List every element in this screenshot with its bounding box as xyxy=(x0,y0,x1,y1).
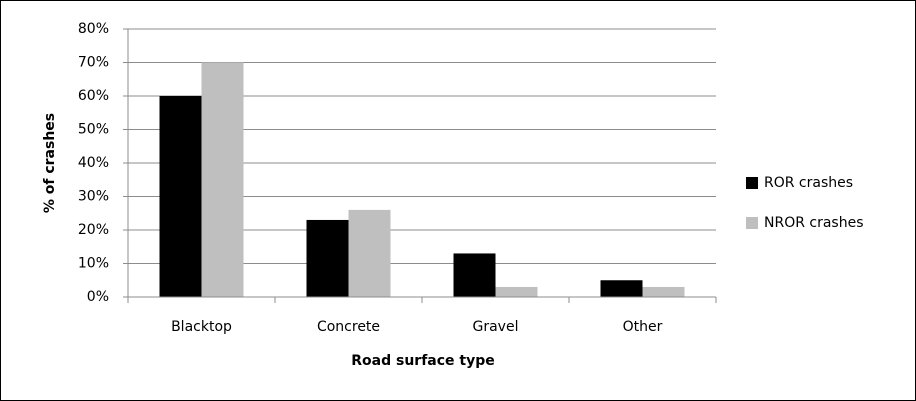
legend-label: ROR crashes xyxy=(764,175,853,191)
legend-swatch xyxy=(746,217,758,229)
y-tick-label: 50% xyxy=(78,122,109,138)
x-tick-label: Other xyxy=(623,319,663,335)
y-axis-title: % of crashes xyxy=(42,113,58,213)
x-axis-title: Road surface type xyxy=(351,353,495,369)
bar xyxy=(201,62,244,297)
bar xyxy=(642,286,685,297)
bar xyxy=(600,280,643,297)
x-tick-label: Blacktop xyxy=(171,319,232,335)
y-tick-label: 70% xyxy=(78,55,109,71)
bar xyxy=(348,209,391,297)
bar xyxy=(159,96,202,297)
y-tick-label: 30% xyxy=(78,189,109,205)
y-tick-label: 20% xyxy=(78,222,109,238)
legend-label: NROR crashes xyxy=(764,215,864,231)
bar xyxy=(453,253,496,297)
y-tick-label: 40% xyxy=(78,155,109,171)
x-tick-label: Concrete xyxy=(317,319,380,335)
y-tick-label: 60% xyxy=(78,88,109,104)
legend-swatch xyxy=(746,177,758,189)
y-tick-label: 80% xyxy=(78,21,109,37)
y-tick-label: 10% xyxy=(78,256,109,272)
x-tick-label: Gravel xyxy=(473,319,519,335)
y-tick-label: 0% xyxy=(87,289,109,305)
bar xyxy=(306,219,349,297)
bar xyxy=(495,286,538,297)
